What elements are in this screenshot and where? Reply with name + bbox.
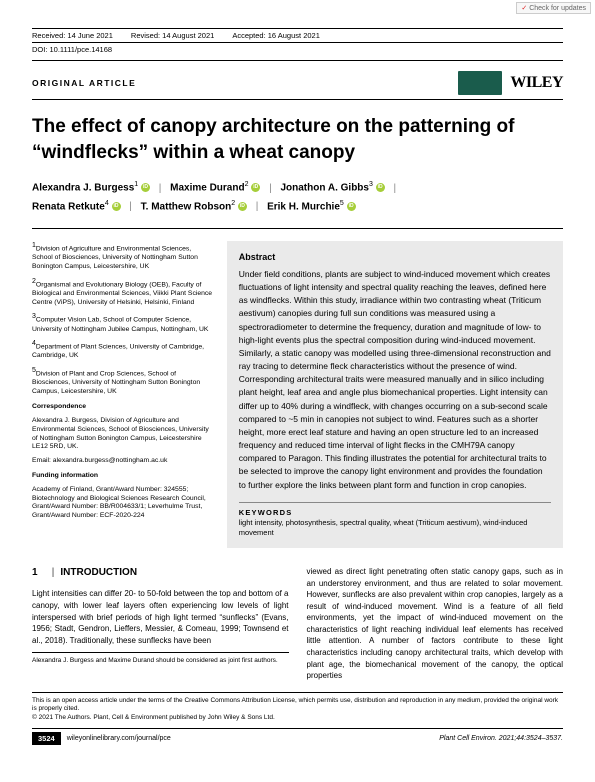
journal-badge-icon <box>458 71 502 95</box>
orcid-icon[interactable] <box>238 202 247 211</box>
author: T. Matthew Robson <box>141 201 232 212</box>
content-columns: 1Division of Agriculture and Environment… <box>32 228 563 548</box>
intro-left: 1|INTRODUCTION Light intensities can dif… <box>32 566 289 682</box>
page-container: Received: 14 June 2021 Revised: 14 Augus… <box>0 0 595 773</box>
funding-body: Academy of Finland, Grant/Award Number: … <box>32 486 213 521</box>
section-title: INTRODUCTION <box>60 567 137 578</box>
affiliation: 3Computer Vision Lab, School of Computer… <box>32 312 213 334</box>
keywords-body: light intensity, photosynthesis, spectra… <box>239 518 551 538</box>
abstract-body: Under field conditions, plants are subje… <box>239 268 551 492</box>
affiliation: 1Division of Agriculture and Environment… <box>32 241 213 272</box>
author: Erik H. Murchie <box>267 201 340 212</box>
received-date: Received: 14 June 2021 <box>32 31 113 40</box>
correspondence-email: Email: alexandra.burgess@nottingham.ac.u… <box>32 457 213 466</box>
orcid-icon[interactable] <box>347 202 356 211</box>
affiliations-column: 1Division of Agriculture and Environment… <box>32 241 213 548</box>
author-aff: 2 <box>231 200 235 207</box>
check-updates-badge[interactable]: Check for updates <box>516 2 591 14</box>
footer-url: wileyonlinelibrary.com/journal/pce <box>67 735 171 742</box>
intro-text-left: Light intensities can differ 20- to 50-f… <box>32 588 289 646</box>
divider <box>32 99 563 100</box>
license-line1: This is an open access article under the… <box>32 697 563 714</box>
orcid-icon[interactable] <box>376 183 385 192</box>
keywords-head: KEYWORDS <box>239 502 551 519</box>
author-aff: 2 <box>245 181 249 188</box>
intro-heading: 1|INTRODUCTION <box>32 566 289 581</box>
joint-first-footnote: Alexandra J. Burgess and Maxime Durand s… <box>32 652 289 665</box>
correspondence-head: Correspondence <box>32 403 213 412</box>
license-block: This is an open access article under the… <box>32 692 563 722</box>
correspondence-body: Alexandra J. Burgess, Division of Agricu… <box>32 417 213 452</box>
article-type: ORIGINAL ARTICLE <box>32 78 136 88</box>
affiliation: 4Department of Plant Sciences, Universit… <box>32 339 213 361</box>
orcid-icon[interactable] <box>251 183 260 192</box>
funding-head: Funding information <box>32 472 213 481</box>
abstract-box: Abstract Under field conditions, plants … <box>227 241 563 548</box>
authors-list: Alexandra J. Burgess1 | Maxime Durand2 |… <box>32 179 563 216</box>
publisher-logo: WILEY <box>510 74 563 92</box>
intro-right: viewed as direct light penetrating often… <box>307 566 564 682</box>
affiliation: 5Division of Plant and Crop Sciences, Sc… <box>32 366 213 397</box>
section-number: 1 <box>32 567 38 578</box>
orcid-icon[interactable] <box>141 183 150 192</box>
author: Alexandra J. Burgess <box>32 183 134 194</box>
author-aff: 5 <box>340 200 344 207</box>
header-row: ORIGINAL ARTICLE WILEY <box>32 71 563 95</box>
revised-date: Revised: 14 August 2021 <box>131 31 214 40</box>
intro-text-right: viewed as direct light penetrating often… <box>307 566 564 682</box>
orcid-icon[interactable] <box>112 202 121 211</box>
doi: DOI: 10.1111/pce.14168 <box>32 43 563 61</box>
article-title: The effect of canopy architecture on the… <box>32 114 563 165</box>
page-number: 3524 <box>32 732 61 745</box>
footer-citation: Plant Cell Environ. 2021;44:3524–3537. <box>439 735 563 742</box>
accepted-date: Accepted: 16 August 2021 <box>232 31 320 40</box>
author: Renata Retkute <box>32 201 105 212</box>
meta-dates: Received: 14 June 2021 Revised: 14 Augus… <box>32 28 563 43</box>
author-aff: 4 <box>105 200 109 207</box>
affiliation: 2Organismal and Evolutionary Biology (OE… <box>32 277 213 308</box>
license-line2: © 2021 The Authors. Plant, Cell & Enviro… <box>32 714 563 722</box>
author-aff: 3 <box>369 181 373 188</box>
author-aff: 1 <box>134 181 138 188</box>
page-footer: 3524 wileyonlinelibrary.com/journal/pce … <box>32 728 563 745</box>
intro-columns: 1|INTRODUCTION Light intensities can dif… <box>32 566 563 682</box>
author: Maxime Durand <box>170 183 244 194</box>
author: Jonathon A. Gibbs <box>280 183 369 194</box>
abstract-head: Abstract <box>239 251 551 265</box>
